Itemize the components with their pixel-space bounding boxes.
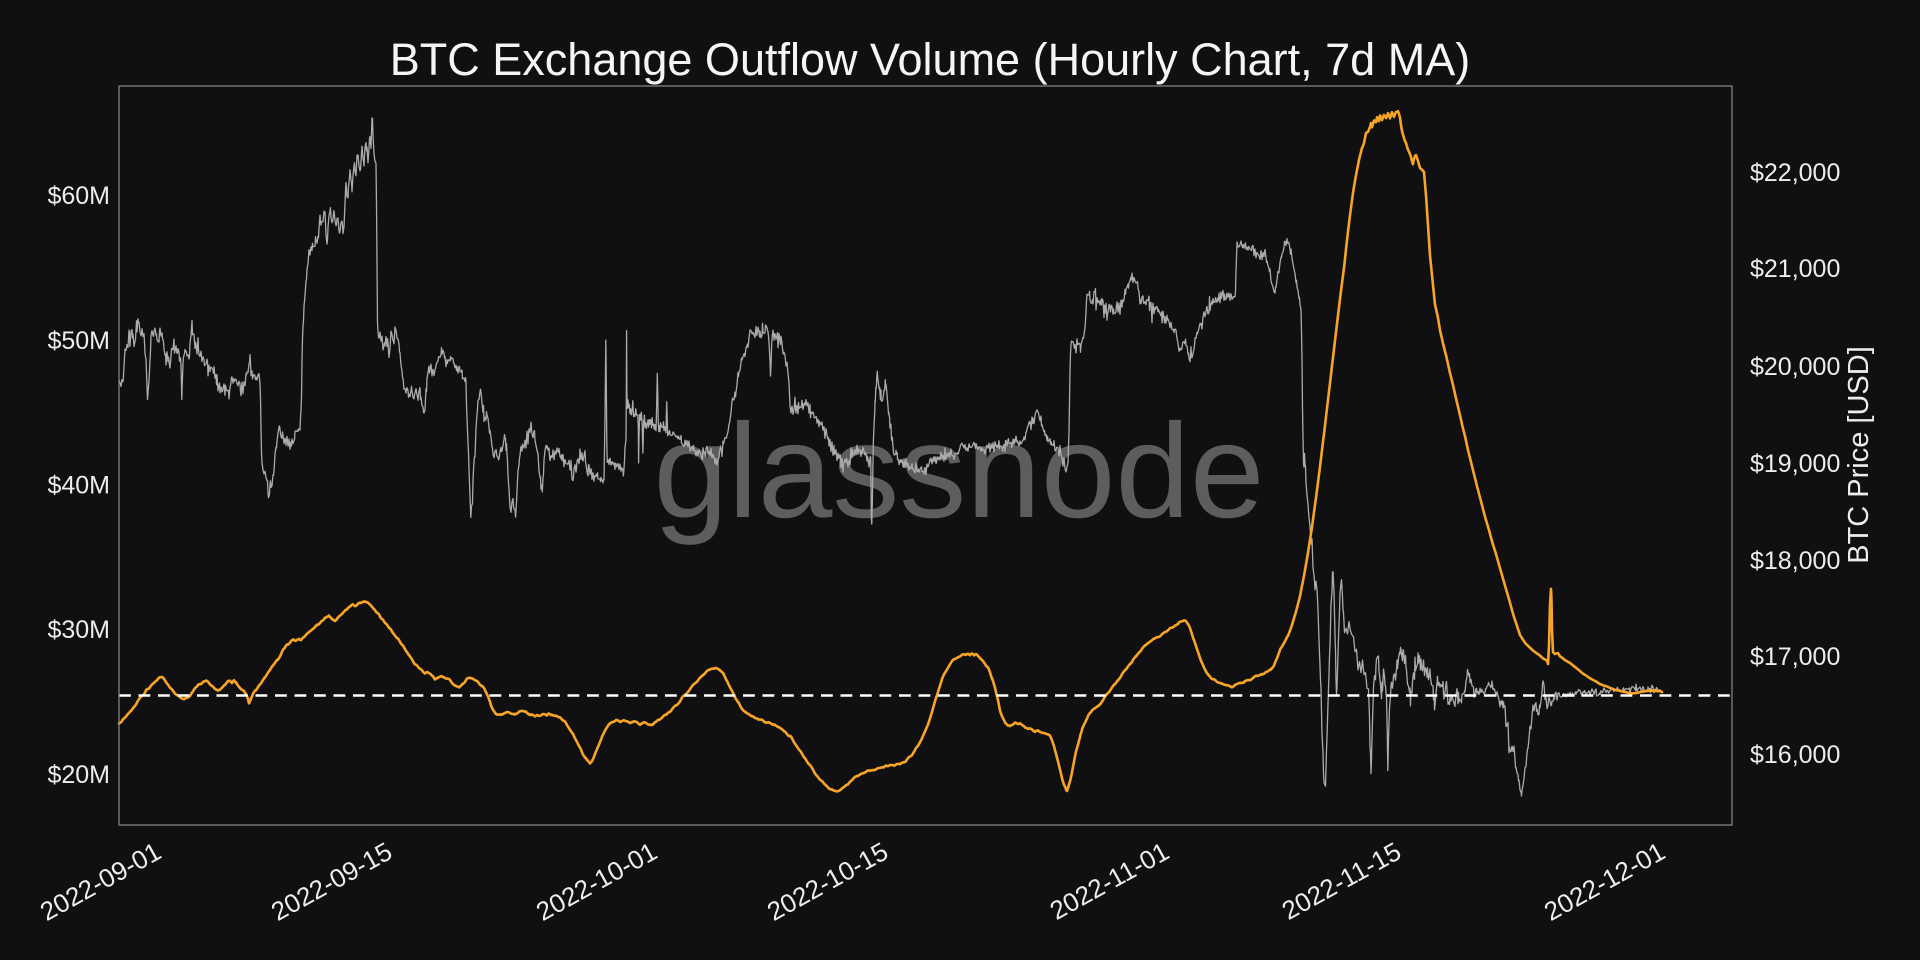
svg-text:$18,000: $18,000 — [1750, 547, 1840, 575]
svg-text:$21,000: $21,000 — [1750, 255, 1840, 283]
svg-text:$17,000: $17,000 — [1750, 643, 1840, 671]
svg-text:$16,000: $16,000 — [1750, 741, 1840, 769]
svg-text:$40M: $40M — [47, 472, 110, 500]
svg-text:$20M: $20M — [47, 761, 110, 789]
svg-text:$60M: $60M — [47, 182, 110, 210]
svg-text:glassnode: glassnode — [654, 397, 1265, 546]
svg-text:$19,000: $19,000 — [1750, 450, 1840, 478]
svg-text:$30M: $30M — [47, 616, 110, 644]
svg-text:$50M: $50M — [47, 327, 110, 355]
svg-text:$22,000: $22,000 — [1750, 159, 1840, 187]
svg-text:$20,000: $20,000 — [1750, 353, 1840, 381]
svg-text:BTC Price [USD]: BTC Price [USD] — [1843, 346, 1875, 564]
svg-text:BTC Exchange Outflow Volume (H: BTC Exchange Outflow Volume (Hourly Char… — [390, 34, 1470, 85]
